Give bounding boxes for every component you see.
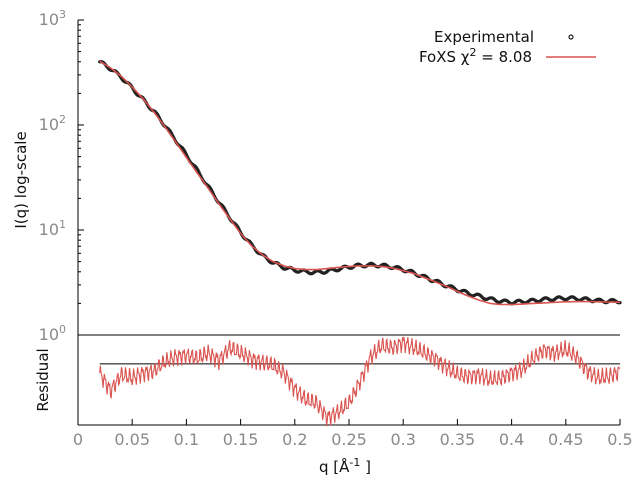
foxs-fit-line (99, 60, 621, 306)
axis-labels: I(q) log-scale Residual q [Å-1 ] (12, 131, 371, 476)
fit-panel: 100 101 102 103 (39, 8, 622, 344)
fit-y-tick-label: 100 (39, 323, 66, 344)
x-tick-label: 0.1 (174, 430, 199, 449)
x-tick-label: 0.4 (499, 430, 524, 449)
x-tick-label: 0.05 (114, 430, 150, 449)
x-tick-label: 0.35 (440, 430, 476, 449)
fit-y-tick-label: 102 (39, 113, 66, 134)
x-tick-label: 0.5 (607, 430, 632, 449)
x-tick-label: 0.2 (282, 430, 307, 449)
x-tick-label: 0.3 (390, 430, 415, 449)
x-tick-label: 0 (73, 430, 83, 449)
residual-y-axis-label: Residual (34, 348, 52, 411)
residual-line (99, 336, 621, 427)
x-tick-label: 0.45 (548, 430, 584, 449)
fit-y-tick-label: 103 (39, 8, 66, 29)
x-tick-label: 0.25 (331, 430, 367, 449)
legend-label-experimental: Experimental (434, 28, 534, 46)
residual-panel: 0 0.05 0.1 0.15 0.2 0.25 0.3 0.35 0.4 0.45 0.5 (73, 335, 633, 449)
fit-y-axis-label: I(q) log-scale (12, 131, 30, 228)
x-tick-label: 0.15 (223, 430, 259, 449)
legend-marker-experimental (568, 34, 574, 40)
fit-y-tick-label: 101 (39, 218, 66, 239)
experimental-points (98, 60, 622, 306)
x-axis-label: q [Å-1 ] (319, 456, 371, 476)
legend-label-foxs: FoXS χ2 = 8.08 (419, 46, 532, 66)
